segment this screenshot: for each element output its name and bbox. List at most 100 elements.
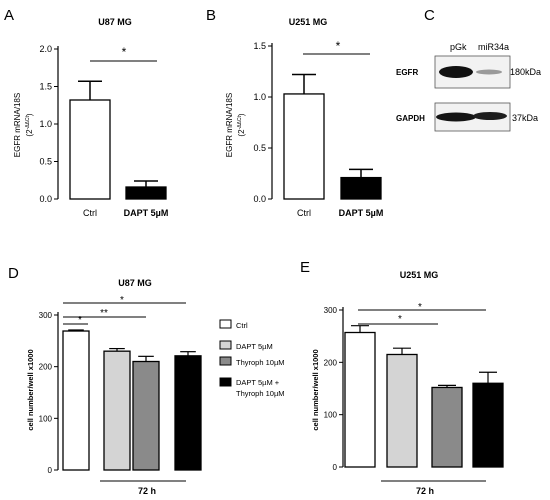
- panel-e-sig-1: *: [398, 314, 402, 325]
- legend-label-dapt: DAPT 5µM: [236, 342, 273, 351]
- panel-a-ylabel-main: EGFR mRNA/18S: [13, 93, 22, 157]
- panel-b-ylabel: EGFR mRNA/18S: [225, 93, 234, 157]
- panel-a-bar-1: [69, 99, 111, 200]
- panel-b-ytick-label: 0.0: [253, 194, 266, 204]
- panel-a-sig-star: *: [122, 45, 127, 59]
- panel-d-bar-4: [174, 355, 202, 471]
- panel-d-title: U87 MG: [118, 278, 152, 288]
- panel-d-letter: D: [8, 265, 19, 282]
- panel-b-yticks: 0.0 0.5 1.0 1.5: [253, 41, 272, 204]
- blot-lane-label-1: pGk: [450, 42, 467, 52]
- blot-row-label-egfr: EGFR: [396, 68, 418, 77]
- panel-e-xlabel: 72 h: [416, 486, 434, 496]
- panel-a-title: U87 MG: [98, 17, 132, 27]
- panel-b-ylabel-close: ): [237, 113, 246, 116]
- legend-label-combo-2: Thyroph 10µM: [236, 389, 285, 398]
- blot-row-label-gapdh: GAPDH: [396, 114, 425, 123]
- panel-d-bar-3: [132, 360, 160, 471]
- panel-a-letter: A: [4, 7, 14, 24]
- panel-d-ytick-label: 200: [39, 363, 53, 372]
- panel-a-yticks: 0.0 0.5 1.0 1.5 2.0: [39, 44, 58, 204]
- legend-label-thyroph: Thyroph 10µM: [236, 358, 285, 367]
- panel-e-bar-1: [344, 331, 376, 468]
- panel-a-ytick-label: 1.5: [39, 82, 52, 92]
- panel-e-bar-2: [386, 353, 418, 468]
- panel-d-ytick-label: 100: [39, 414, 53, 423]
- legend-label-ctrl: Ctrl: [236, 321, 248, 330]
- panel-a-xtick-label: DAPT 5µM: [124, 208, 169, 218]
- panel-a: A U87 MG EGFR mRNA/18S (2-ΔΔCt) 0.0 0.5 1.…: [4, 7, 168, 218]
- svg-text:(2-ΔΔCt): (2-ΔΔCt): [25, 113, 34, 136]
- panel-e-ylabel: cell number/well x1000: [311, 349, 320, 430]
- panel-b-ylabel-main: EGFR mRNA/18S: [225, 93, 234, 157]
- panel-e-bar-3: [431, 386, 463, 468]
- panel-a-ytick-label: 1.0: [39, 119, 52, 129]
- panel-b-ylabel-sup: -ΔΔCt: [237, 115, 243, 129]
- panel-d: D U87 MG cell number/well x1000 0 100 200 3…: [8, 265, 202, 496]
- blot-band-gapdh-pgk: [436, 112, 476, 122]
- panel-e-bars: [344, 325, 504, 468]
- panel-d-ytick-label: 0: [48, 466, 53, 475]
- blot-band-egfr-mir34a: [476, 69, 502, 75]
- panel-b-bar-2: [340, 176, 382, 200]
- panel-e-title: U251 MG: [400, 270, 439, 280]
- blot-band-gapdh-mir34a: [473, 112, 507, 120]
- panel-d-sig-3: *: [120, 295, 124, 306]
- blot-size-label-37kda: 37kDa: [512, 113, 538, 123]
- legend-swatch-thyroph: [219, 356, 232, 366]
- panel-e-ytick-label: 100: [324, 411, 338, 420]
- panel-c-letter: C: [424, 7, 435, 24]
- panel-b-title: U251 MG: [289, 17, 328, 27]
- panel-b-letter: B: [206, 7, 216, 24]
- panel-d-ytick-label: 300: [39, 311, 53, 320]
- panel-e-ytick-label: 0: [333, 463, 338, 472]
- panel-e-ylabel-wrap: cell number/well x1000: [311, 349, 320, 430]
- panel-a-xtick-label: Ctrl: [83, 208, 97, 218]
- panel-b-xtick-label: DAPT 5µM: [339, 208, 384, 218]
- panel-e-ytick-label: 200: [324, 358, 338, 367]
- panel-a-ytick-label: 0.0: [39, 194, 52, 204]
- blot-band-egfr-pgk: [439, 66, 473, 78]
- panel-a-ylabel: EGFR mRNA/18S: [13, 93, 22, 157]
- panel-b-xtick-label: Ctrl: [297, 208, 311, 218]
- panel-b-ytick-label: 1.5: [253, 41, 266, 51]
- blot-lane-label-2: miR34a: [478, 42, 509, 52]
- panel-a-ytick-label: 2.0: [39, 44, 52, 54]
- legend: Ctrl DAPT 5µM Thyroph 10µM DAPT 5µM + Th…: [219, 319, 285, 398]
- legend-swatch-dapt: [219, 340, 232, 350]
- blot-size-label-180kda: 180kDa: [510, 67, 541, 77]
- panel-a-xlabels: Ctrl DAPT 5µM: [83, 208, 168, 218]
- panel-d-bar-2: [103, 350, 131, 471]
- panel-b-ytick-label: 1.0: [253, 92, 266, 102]
- panel-a-ylabel-unit: (2-ΔΔCt): [25, 113, 34, 136]
- panel-b-ylabel-open: (2: [237, 129, 246, 137]
- panel-e-sig-2: *: [418, 302, 422, 313]
- panel-b-xlabels: Ctrl DAPT 5µM: [297, 208, 383, 218]
- svg-text:(2-ΔΔCt): (2-ΔΔCt): [237, 113, 246, 136]
- panel-a-ylabel-open: (2: [25, 129, 34, 137]
- panel-b-bars: [283, 73, 382, 200]
- legend-swatch-ctrl: [219, 319, 232, 329]
- panel-d-yticks: 0 100 200 300: [39, 311, 58, 475]
- panel-e-ytick-label: 300: [324, 306, 338, 315]
- panel-a-bars: [69, 80, 167, 200]
- panel-c: C pGk miR34a EGFR GAPDH 180kDa 37kDa: [396, 7, 541, 132]
- panel-a-bar-2: [125, 186, 167, 200]
- panel-b: B U251 MG EGFR mRNA/18S (2-ΔΔCt) 0.0 0.5 1…: [206, 7, 383, 218]
- panel-a-ylabel-close: ): [25, 113, 34, 116]
- panel-d-sig-1: *: [78, 315, 82, 326]
- panel-e-bar-4: [472, 382, 504, 468]
- panel-d-bar-1: [62, 330, 90, 471]
- panel-b-sig-star: *: [336, 39, 341, 53]
- legend-label-combo-1: DAPT 5µM +: [236, 378, 280, 387]
- panel-d-ylabel: cell number/well x1000: [26, 349, 35, 430]
- panel-d-xlabel: 72 h: [138, 486, 156, 496]
- panel-a-ytick-label: 0.5: [39, 157, 52, 167]
- panel-b-ytick-label: 0.5: [253, 143, 266, 153]
- panel-e-letter: E: [300, 259, 310, 276]
- panel-b-ylabel-unit: (2-ΔΔCt): [237, 113, 246, 136]
- panel-d-ylabel-wrap: cell number/well x1000: [26, 349, 35, 430]
- legend-swatch-combo: [219, 377, 232, 387]
- panel-e: E U251 MG cell number/well x1000 0 100 200…: [300, 259, 504, 496]
